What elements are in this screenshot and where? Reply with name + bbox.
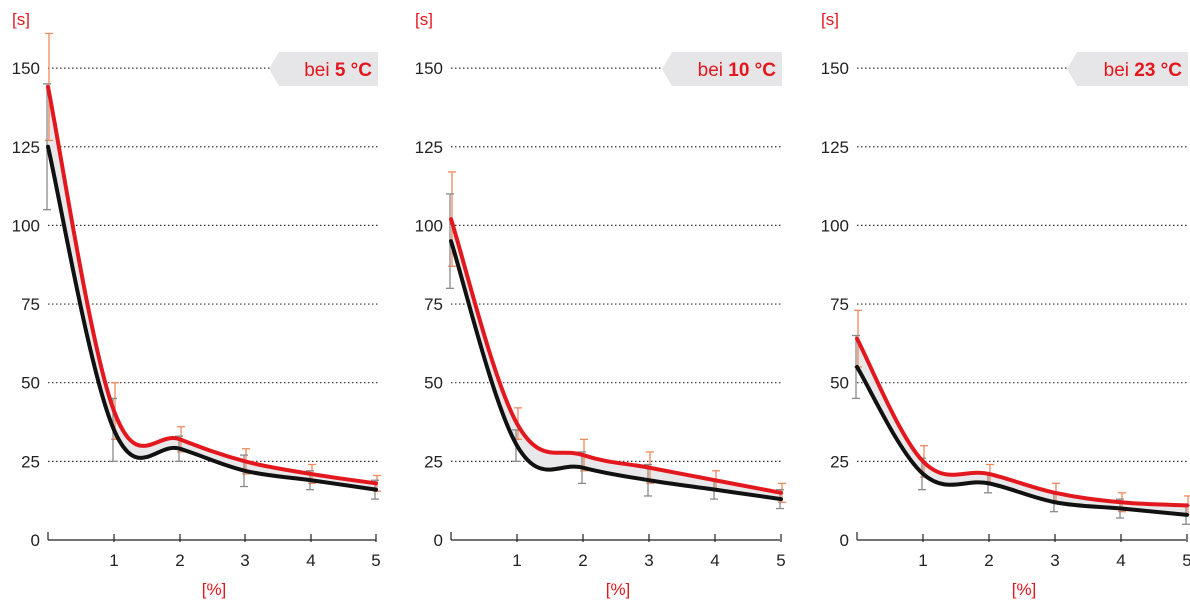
temperature-label: bei 10 °C — [698, 60, 777, 81]
y-tick-label: 50 — [830, 374, 849, 393]
chart-panel-2: [s] 0 25 50 75 100 125 150 1 2 3 4 5 [%] bei 10 °C — [415, 10, 786, 599]
temperature-label-box — [662, 52, 782, 86]
chart-panel-1: [s] 0 25 50 75 100 125 150 1 2 3 4 5 [%] bei 5 °C — [12, 10, 381, 599]
series-line-red — [46, 84, 378, 486]
series-difference-band — [48, 86, 376, 490]
x-tick-label: 1 — [512, 551, 521, 570]
y-tick-label: 0 — [31, 531, 40, 550]
x-tick-label: 4 — [710, 551, 719, 570]
y-tick-label: 125 — [415, 138, 443, 157]
y-tick-label: 0 — [840, 531, 849, 550]
temperature-prefix: bei — [698, 60, 729, 81]
chart-panel-3: [s] 0 25 50 75 100 125 150 1 2 3 4 5 [%] bei 23 °C — [821, 10, 1190, 599]
series-line-red — [855, 336, 1189, 508]
temperature-label: bei 23 °C — [1104, 60, 1183, 81]
series-line-black — [46, 144, 378, 492]
x-tick-label: 1 — [109, 551, 118, 570]
x-tick-label: 3 — [240, 551, 249, 570]
y-tick-label: 50 — [424, 374, 443, 393]
x-tick-label: 4 — [1116, 551, 1125, 570]
x-axis-label: [%] — [606, 580, 631, 599]
y-tick-label: 150 — [415, 59, 443, 78]
x-tick-label: 5 — [371, 551, 380, 570]
y-tick-label: 125 — [12, 138, 40, 157]
temperature-value: 23 °C — [1134, 60, 1182, 81]
temperature-value: 5 °C — [335, 60, 372, 81]
y-tick-label: 150 — [12, 59, 40, 78]
temperature-prefix: bei — [304, 60, 335, 81]
y-tick-label: 25 — [424, 452, 443, 471]
series-difference-band — [857, 338, 1187, 515]
y-tick-label: 50 — [21, 374, 40, 393]
y-tick-label: 25 — [21, 452, 40, 471]
x-tick-label: 1 — [918, 551, 927, 570]
x-tick-label: 5 — [776, 551, 785, 570]
series-line-black — [855, 364, 1189, 517]
series-line-black — [449, 239, 783, 502]
y-axis-label: [s] — [821, 10, 839, 29]
y-tick-label: 0 — [434, 531, 443, 550]
x-tick-label: 4 — [306, 551, 315, 570]
y-tick-label: 100 — [821, 216, 849, 235]
x-tick-label: 3 — [644, 551, 653, 570]
y-tick-label: 25 — [830, 452, 849, 471]
y-axis-label: [s] — [415, 10, 433, 29]
series-difference-band — [451, 219, 781, 500]
x-tick-label: 2 — [175, 551, 184, 570]
temperature-prefix: bei — [1104, 60, 1135, 81]
x-axis-label: [%] — [1012, 580, 1037, 599]
temperature-label: bei 5 °C — [304, 60, 372, 81]
temperature-label-box — [269, 52, 378, 86]
y-tick-label: 75 — [830, 295, 849, 314]
x-tick-label: 2 — [578, 551, 587, 570]
y-tick-label: 75 — [21, 295, 40, 314]
temperature-value: 10 °C — [728, 60, 776, 81]
y-axis-label: [s] — [12, 10, 30, 29]
temperature-label-box — [1067, 52, 1188, 86]
x-tick-label: 2 — [984, 551, 993, 570]
y-tick-label: 100 — [415, 216, 443, 235]
y-tick-label: 100 — [12, 216, 40, 235]
x-tick-label: 5 — [1182, 551, 1190, 570]
y-tick-label: 150 — [821, 59, 849, 78]
series-line-red — [449, 217, 783, 495]
y-tick-label: 125 — [821, 138, 849, 157]
x-tick-label: 3 — [1050, 551, 1059, 570]
x-axis-label: [%] — [202, 580, 227, 599]
y-tick-label: 75 — [424, 295, 443, 314]
